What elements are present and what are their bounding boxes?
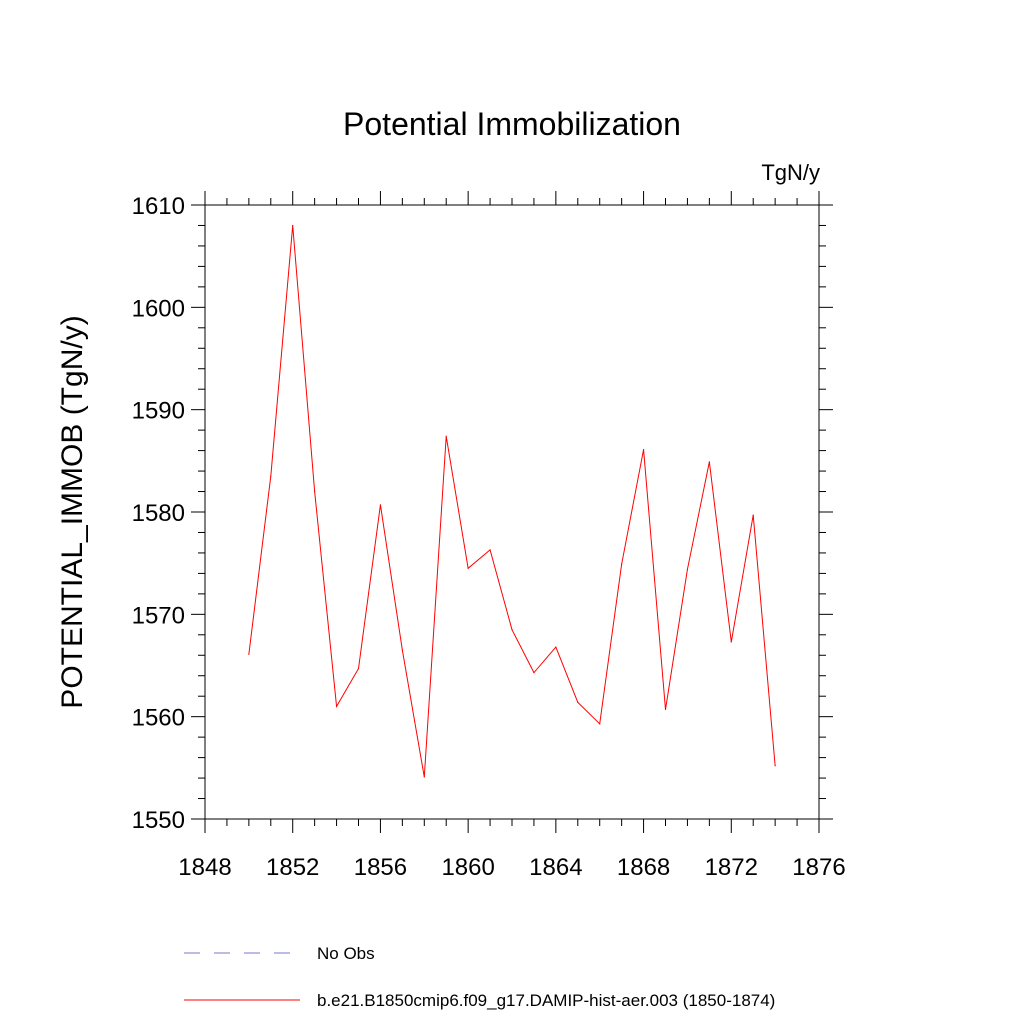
data-point: [292, 224, 294, 227]
y-axis-label: POTENTIAL_IMMOB (TgN/y): [56, 315, 89, 708]
data-point: [314, 490, 316, 493]
y-tick-label: 1610: [132, 193, 185, 220]
units-label: TgN/y: [761, 160, 820, 185]
y-tick-label: 1600: [132, 295, 185, 322]
legend-label: b.e21.B1850cmip6.f09_g17.DAMIP-hist-aer.…: [317, 991, 775, 1010]
y-tick-label: 1550: [132, 807, 185, 834]
data-point: [401, 649, 403, 651]
axis-ticks: [191, 191, 833, 833]
x-tick-label: 1860: [441, 854, 494, 881]
legend-label: No Obs: [317, 944, 375, 963]
data-point: [686, 568, 689, 570]
x-tick-label: 1848: [178, 854, 231, 881]
axis-tick-labels: 1848 1852 1856 1860 1864 1868 1872 1876 1550 1560…: [132, 193, 846, 881]
data-point: [445, 435, 447, 437]
data-point: [599, 723, 601, 725]
x-tick-label: 1872: [705, 854, 758, 881]
data-point: [774, 765, 776, 767]
data-point: [489, 549, 491, 551]
data-point: [555, 646, 557, 648]
x-tick-label: 1876: [792, 854, 845, 881]
data-point: [752, 514, 754, 516]
data-point: [379, 504, 382, 506]
y-tick-label: 1590: [132, 398, 185, 425]
series-line: [248, 225, 776, 778]
data-point: [621, 563, 623, 565]
data-point: [577, 701, 579, 703]
x-tick-label: 1856: [354, 854, 407, 881]
data-point: [730, 641, 732, 643]
y-tick-label: 1560: [132, 705, 185, 732]
x-tick-label: 1852: [266, 854, 319, 881]
x-tick-label: 1864: [529, 854, 582, 881]
data-point: [357, 667, 360, 670]
data-point: [423, 776, 425, 778]
plot-frame: [204, 204, 820, 820]
data-point: [248, 653, 250, 655]
data-point: [642, 448, 645, 451]
data-point: [335, 705, 338, 708]
y-tick-label: 1570: [132, 602, 185, 629]
data-point: [511, 629, 513, 631]
data-point: [664, 708, 667, 711]
legend: No Obs b.e21.B1850cmip6.f09_g17.DAMIP-his…: [184, 944, 775, 1010]
data-point: [708, 461, 710, 463]
data-point: [533, 672, 535, 674]
y-tick-label: 1580: [132, 500, 185, 527]
data-point: [270, 475, 272, 477]
x-tick-label: 1868: [617, 854, 670, 881]
data-point: [467, 567, 469, 569]
series-lines: [248, 224, 776, 778]
chart-title: Potential Immobilization: [343, 106, 681, 142]
